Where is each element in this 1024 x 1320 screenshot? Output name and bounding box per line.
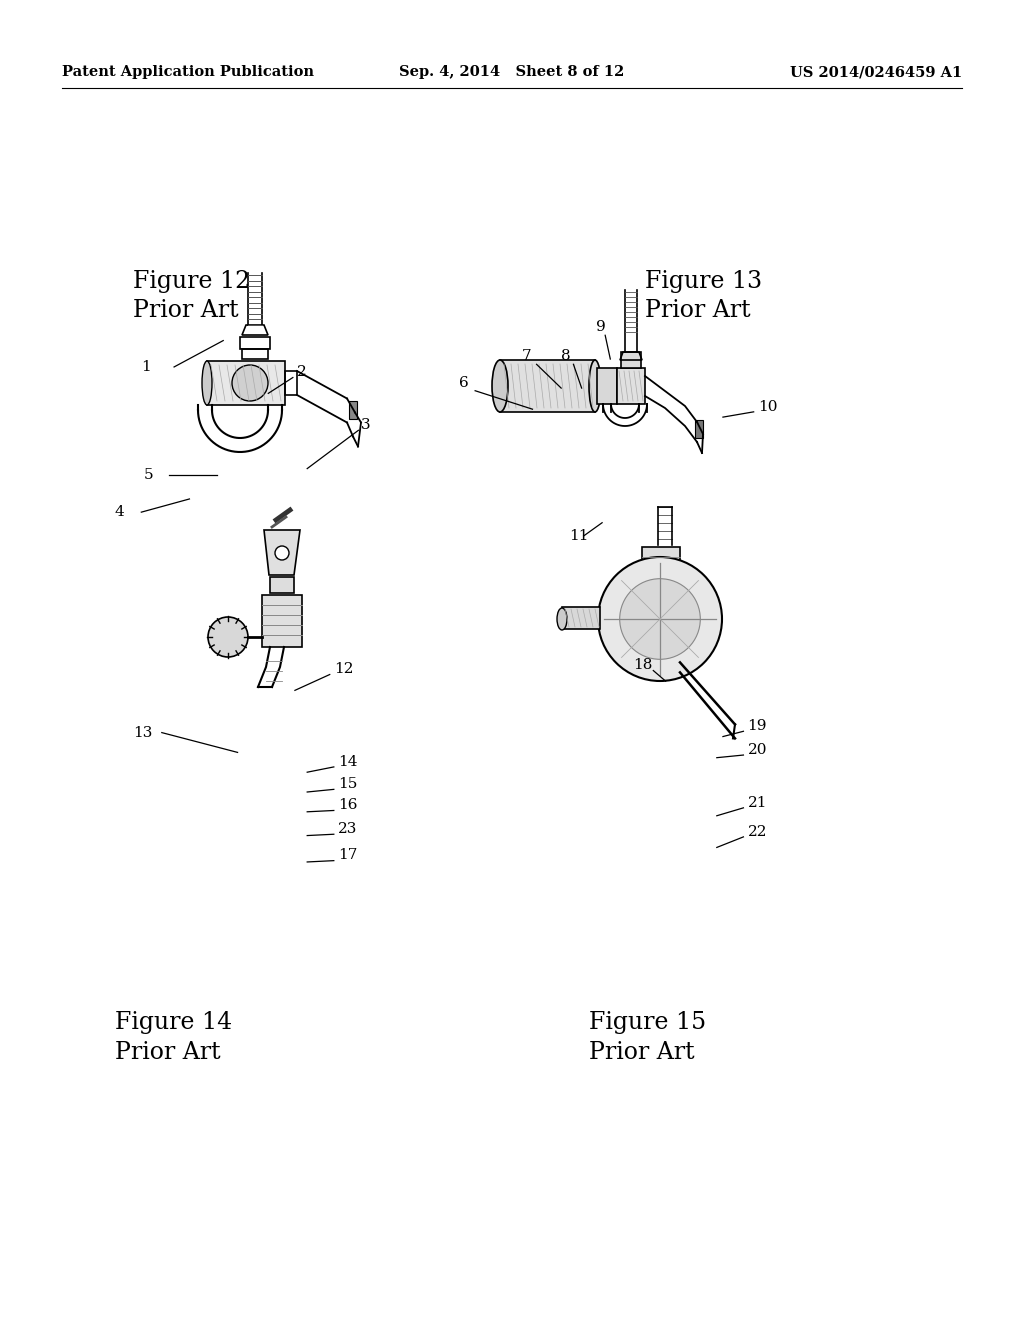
- Circle shape: [208, 616, 248, 657]
- Bar: [349, 400, 357, 418]
- Text: 2: 2: [297, 366, 307, 379]
- Text: Prior Art: Prior Art: [133, 298, 239, 322]
- Bar: [242, 348, 268, 359]
- Text: 7: 7: [522, 350, 531, 363]
- Text: 10: 10: [758, 400, 777, 413]
- Ellipse shape: [557, 609, 567, 630]
- Text: Figure 14: Figure 14: [115, 1011, 232, 1035]
- Circle shape: [275, 546, 289, 560]
- Text: Prior Art: Prior Art: [115, 1040, 220, 1064]
- Ellipse shape: [202, 360, 212, 405]
- Text: 1: 1: [141, 360, 152, 374]
- Text: Sep. 4, 2014   Sheet 8 of 12: Sep. 4, 2014 Sheet 8 of 12: [399, 65, 625, 79]
- Bar: [500, 360, 595, 412]
- Text: Prior Art: Prior Art: [645, 298, 751, 322]
- Polygon shape: [264, 531, 300, 576]
- Ellipse shape: [589, 360, 601, 412]
- Text: 17: 17: [338, 849, 357, 862]
- Text: Figure 13: Figure 13: [645, 269, 762, 293]
- Text: 5: 5: [143, 469, 153, 482]
- Text: 4: 4: [115, 506, 125, 519]
- Ellipse shape: [492, 360, 508, 412]
- Text: Prior Art: Prior Art: [589, 1040, 694, 1064]
- Text: 21: 21: [748, 796, 767, 809]
- Bar: [270, 577, 294, 593]
- Bar: [642, 546, 680, 568]
- Text: 22: 22: [748, 825, 767, 838]
- Text: Patent Application Publication: Patent Application Publication: [62, 65, 314, 79]
- Text: 20: 20: [748, 743, 767, 756]
- Text: 6: 6: [459, 376, 469, 389]
- Bar: [695, 420, 703, 438]
- Text: 9: 9: [596, 321, 606, 334]
- Bar: [207, 360, 285, 405]
- Circle shape: [620, 578, 700, 659]
- Bar: [285, 371, 297, 395]
- Text: Figure 12: Figure 12: [133, 269, 251, 293]
- Bar: [562, 607, 600, 630]
- Bar: [621, 352, 641, 368]
- Text: 18: 18: [633, 659, 652, 672]
- Bar: [646, 569, 676, 583]
- Bar: [597, 368, 617, 404]
- Ellipse shape: [232, 366, 268, 401]
- Text: US 2014/0246459 A1: US 2014/0246459 A1: [790, 65, 962, 79]
- Text: 3: 3: [360, 418, 370, 432]
- Circle shape: [598, 557, 722, 681]
- Text: 19: 19: [748, 719, 767, 733]
- Text: 15: 15: [338, 777, 357, 791]
- Text: 16: 16: [338, 799, 357, 812]
- Bar: [240, 337, 270, 348]
- Text: 8: 8: [561, 350, 570, 363]
- Text: 11: 11: [569, 529, 589, 543]
- Text: 14: 14: [338, 755, 357, 768]
- Text: 23: 23: [338, 822, 357, 836]
- Bar: [617, 368, 645, 404]
- Bar: [262, 595, 302, 647]
- Text: Figure 15: Figure 15: [589, 1011, 706, 1035]
- Text: 13: 13: [133, 726, 153, 739]
- Text: 12: 12: [334, 663, 353, 676]
